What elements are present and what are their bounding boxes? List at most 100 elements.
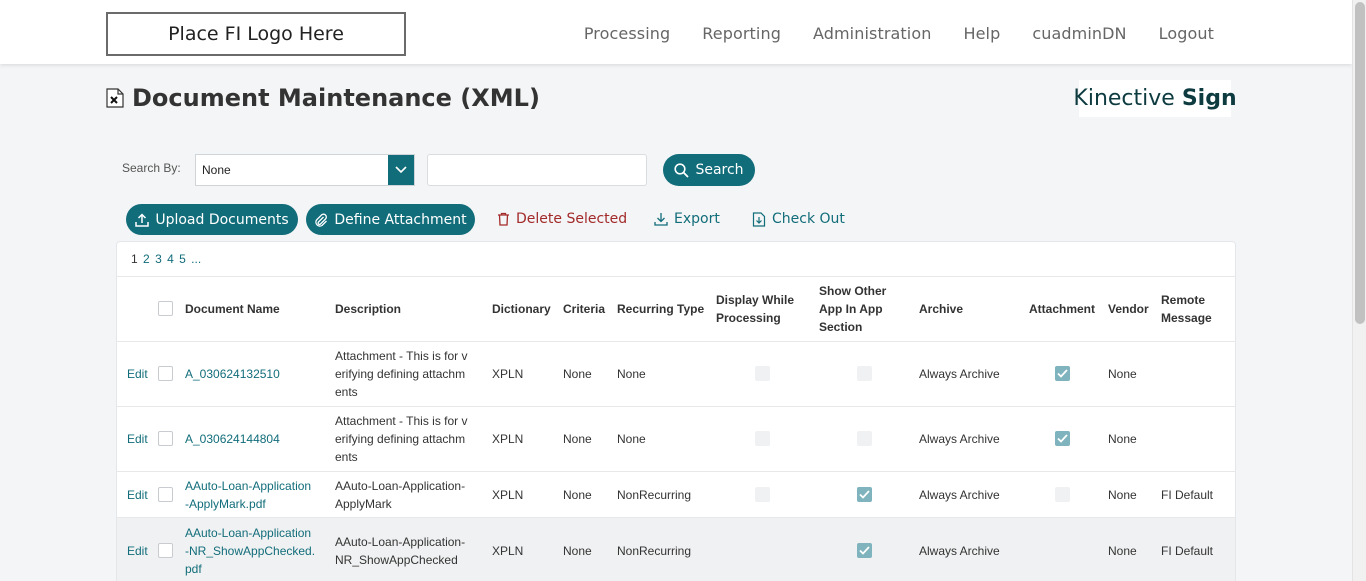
export-button[interactable]: Export [654,211,720,227]
description-cell: AAuto-Loan-Application- NR_ShowAppChecke… [335,533,465,569]
show-other-app-checkbox [857,431,872,446]
description-line: erifying defining attachm [335,432,466,446]
document-name-link[interactable]: A_030624132510 [185,367,280,381]
search-by-select[interactable]: None [195,154,415,186]
col-attachment[interactable]: Attachment [1029,302,1096,316]
description-cell: AAuto-Loan-Application- ApplyMark [335,477,465,513]
col-show-other-app[interactable]: Show Other App In App Section [819,282,886,336]
nav-processing[interactable]: Processing [583,24,671,43]
dictionary-cell: XPLN [492,488,524,502]
vertical-scrollbar[interactable] [1352,0,1366,581]
page-link-2[interactable]: 2 [143,252,150,266]
check-out-button[interactable]: Check Out [752,211,845,227]
col-show-line-1: Show Other [819,284,887,298]
col-display-line-2: Processing [716,311,781,325]
col-document-name[interactable]: Document Name [185,302,280,316]
table-divider [117,406,1235,407]
recurring-type-cell: None [617,367,646,381]
criteria-cell: None [563,544,592,558]
trash-icon [498,212,509,226]
checkmark-icon [859,490,870,499]
nav-logout[interactable]: Logout [1158,24,1214,43]
col-criteria[interactable]: Criteria [563,302,606,316]
edit-link[interactable]: Edit [127,367,148,381]
table-row[interactable]: Edit AAuto-Loan-Application -NR_ShowAppC… [117,518,1235,581]
delete-selected-button[interactable]: Delete Selected [497,211,627,227]
document-name-line: -ApplyMark.pdf [185,497,266,511]
search-button-label: Search [695,162,744,178]
description-line: AAuto-Loan-Application- [335,479,466,493]
document-name-line: pdf [185,562,202,576]
vendor-cell: None [1108,367,1137,381]
nav-administration[interactable]: Administration [812,24,932,43]
row-select-checkbox[interactable] [158,543,173,558]
display-while-processing-checkbox [755,431,770,446]
col-vendor[interactable]: Vendor [1108,302,1149,316]
page-link-5[interactable]: 5 [179,252,186,266]
paperclip-icon [315,213,328,227]
table-divider [117,276,1235,277]
page-link-more[interactable]: ... [191,252,202,266]
document-name-link[interactable]: A_030624144804 [185,432,280,446]
col-remote-message[interactable]: Remote Message [1161,291,1212,327]
table-divider [117,471,1235,472]
description-line: Attachment - This is for v [335,349,468,363]
export-label: Export [674,211,720,227]
define-attachment-button[interactable]: Define Attachment [306,204,475,235]
document-name-link[interactable]: AAuto-Loan-Application -ApplyMark.pdf [185,477,311,513]
archive-cell: Always Archive [919,367,1000,381]
description-line: Attachment - This is for v [335,414,468,428]
scrollbar-thumb[interactable] [1355,2,1365,324]
select-all-checkbox[interactable] [158,301,173,316]
edit-link[interactable]: Edit [127,544,148,558]
search-input[interactable] [427,154,647,186]
col-display-while-processing[interactable]: Display While Processing [716,291,794,327]
search-icon [674,162,690,178]
display-while-processing-checkbox [755,487,770,502]
recurring-type-cell: None [617,432,646,446]
table-divider [117,341,1235,342]
checkmark-icon [859,546,870,555]
archive-cell: Always Archive [919,432,1000,446]
row-select-checkbox[interactable] [158,366,173,381]
page-title: Document Maintenance (XML) [132,84,540,112]
document-name-line: AAuto-Loan-Application [185,479,312,493]
nav-user-account[interactable]: cuadminDN [1032,24,1127,43]
row-select-checkbox[interactable] [158,487,173,502]
vendor-cell: None [1108,432,1137,446]
col-description[interactable]: Description [335,302,402,316]
col-recurring-type[interactable]: Recurring Type [617,302,705,316]
page-title-row: Document Maintenance (XML) [106,84,540,112]
col-remote-line-2: Message [1161,311,1212,325]
page-link-4[interactable]: 4 [167,252,174,266]
recurring-type-cell: NonRecurring [617,544,692,558]
upload-documents-button[interactable]: Upload Documents [126,204,298,235]
search-button[interactable]: Search [663,154,755,186]
document-name-line: -NR_ShowAppChecked. [185,544,316,558]
document-name-link[interactable]: AAuto-Loan-Application -NR_ShowAppChecke… [185,524,315,578]
col-dictionary[interactable]: Dictionary [492,302,551,316]
display-while-processing-checkbox [755,543,770,558]
chevron-down-icon[interactable] [388,155,414,185]
edit-link[interactable]: Edit [127,432,148,446]
vendor-cell: None [1108,488,1137,502]
nav-help[interactable]: Help [963,24,1001,43]
page-link-3[interactable]: 3 [155,252,162,266]
top-navbar: Place FI Logo Here Processing Reporting … [0,0,1352,64]
archive-cell: Always Archive [919,544,1000,558]
attachment-checkbox [1055,431,1070,446]
col-remote-line-1: Remote [1161,293,1206,307]
criteria-cell: None [563,488,592,502]
edit-link[interactable]: Edit [127,488,148,502]
attachment-checkbox [1055,366,1070,381]
col-archive[interactable]: Archive [919,302,964,316]
row-select-checkbox[interactable] [158,431,173,446]
nav-reporting[interactable]: Reporting [702,24,781,43]
description-line: ApplyMark [335,497,392,511]
checkmark-icon [1057,434,1068,443]
recurring-type-cell: NonRecurring [617,488,692,502]
col-show-line-2: App In App [819,302,883,316]
page-current[interactable]: 1 [131,252,138,266]
fi-logo-placeholder[interactable]: Place FI Logo Here [106,12,406,56]
document-name-line: AAuto-Loan-Application [185,526,312,540]
